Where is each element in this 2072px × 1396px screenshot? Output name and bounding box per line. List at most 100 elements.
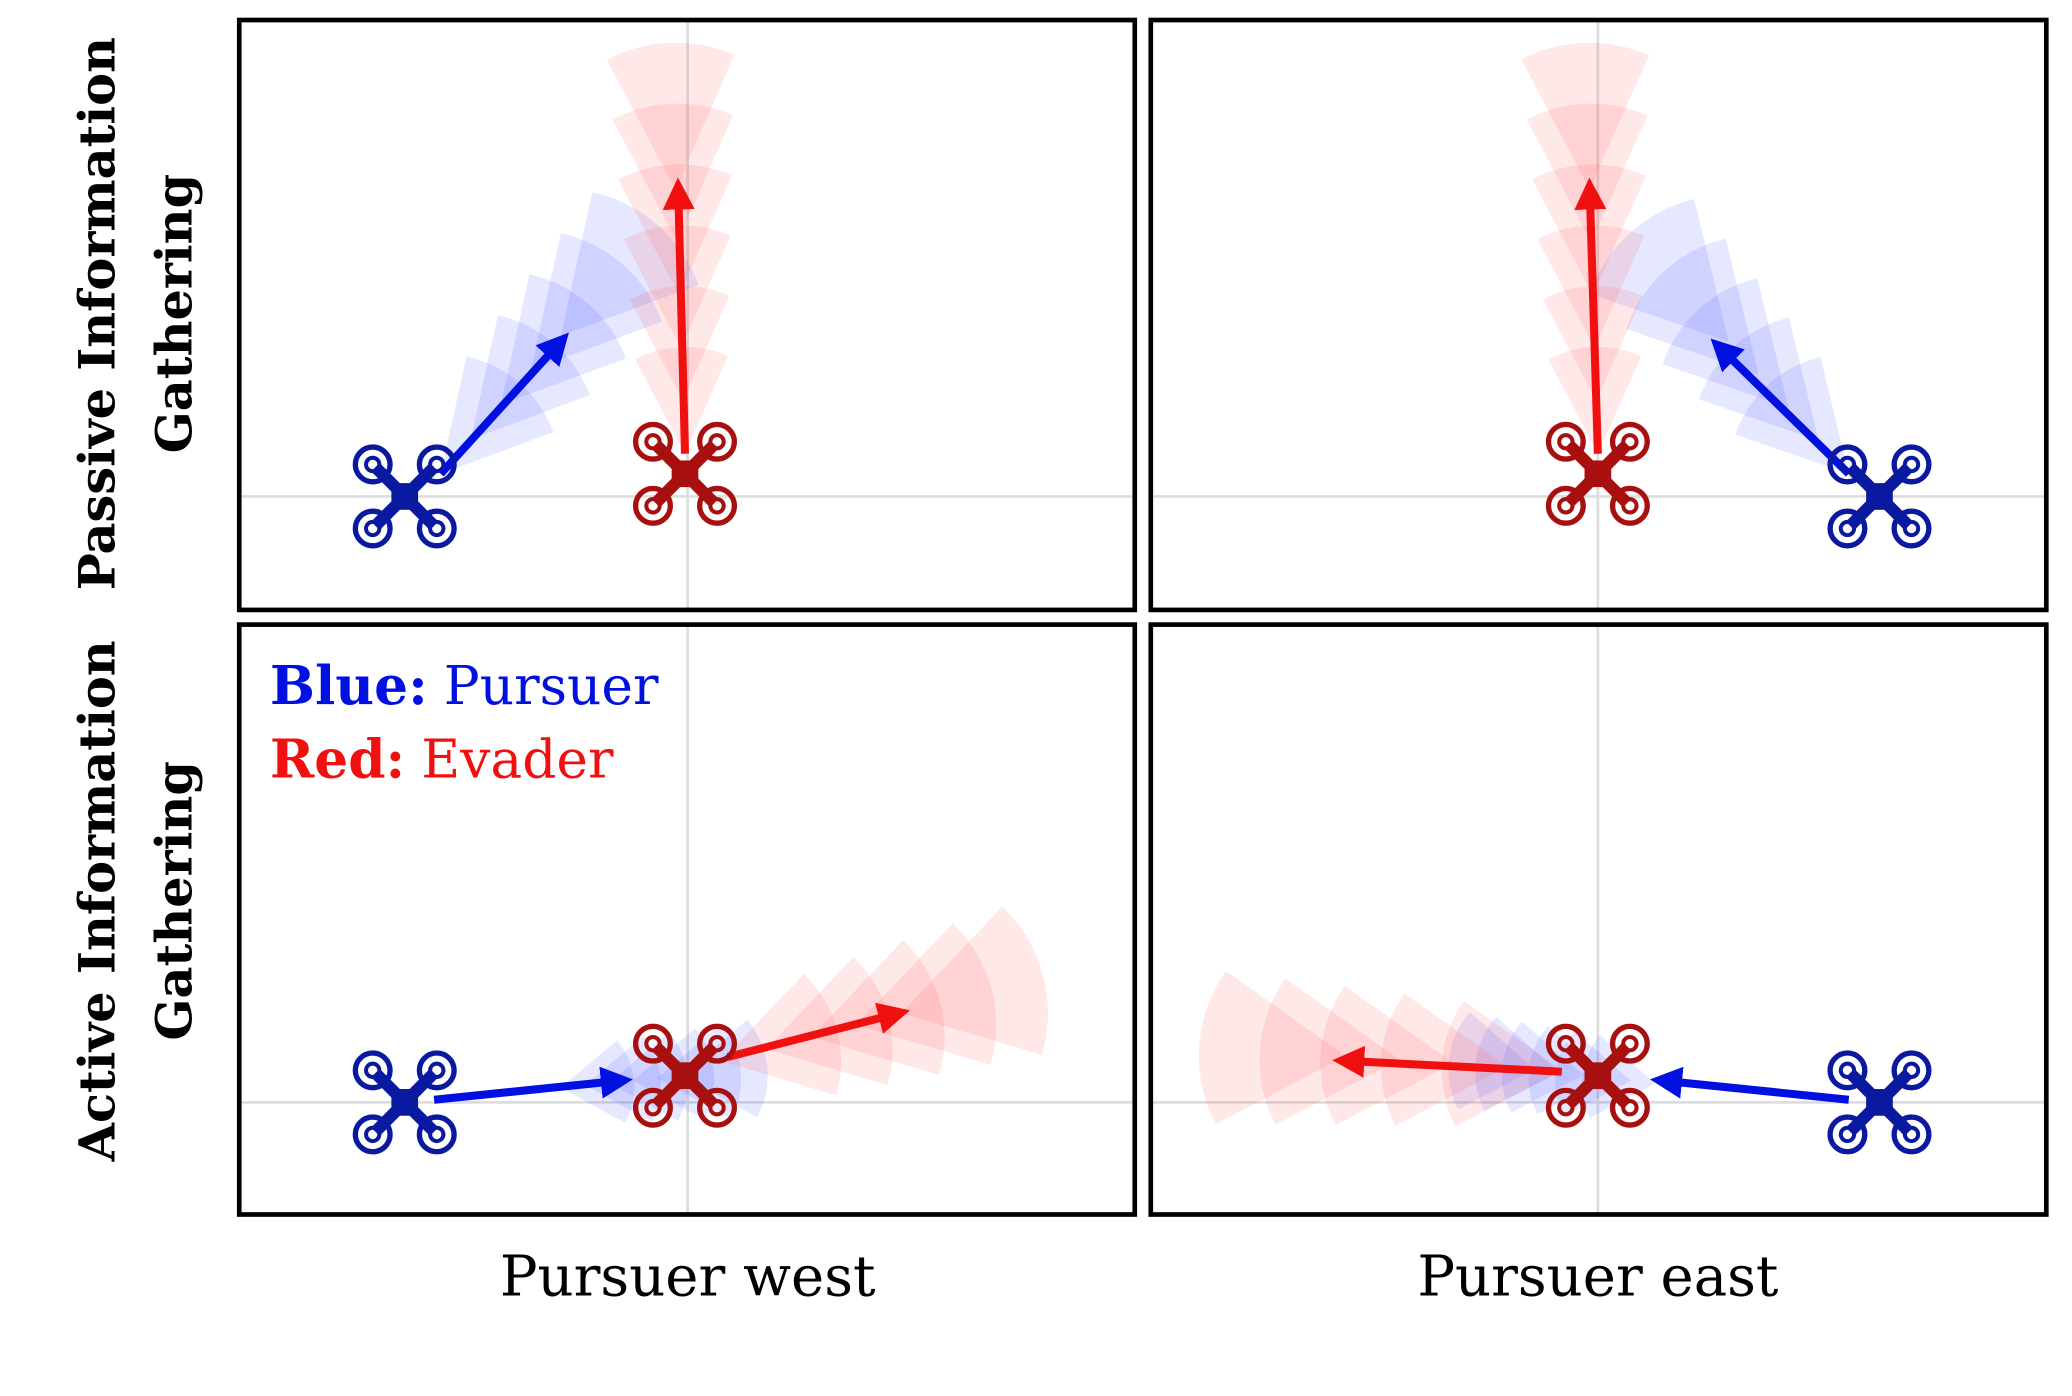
drone-rotor bbox=[1557, 1034, 1575, 1053]
drone-rotor bbox=[364, 455, 382, 474]
drone-body bbox=[1584, 460, 1612, 488]
legend-label: Evader bbox=[421, 727, 614, 790]
drone-rotor bbox=[1902, 1125, 1921, 1144]
drone-rotor bbox=[632, 1087, 673, 1128]
drone-rotor bbox=[708, 1034, 726, 1053]
drone bbox=[632, 421, 738, 526]
drone-rotor bbox=[1838, 1061, 1857, 1080]
drone bbox=[1827, 1050, 1932, 1155]
uncertainty-wedge bbox=[680, 1019, 768, 1118]
drone-rotor bbox=[632, 485, 673, 526]
drone-rotor bbox=[1621, 433, 1639, 451]
uncertainty-wedge bbox=[1441, 1000, 1562, 1127]
uncertainty-wedge bbox=[1521, 42, 1650, 190]
drone-rotor bbox=[697, 1087, 738, 1128]
uncertainty-wedge bbox=[560, 192, 699, 336]
drone-rotor bbox=[632, 1023, 673, 1064]
legend-key: Red: bbox=[270, 728, 405, 791]
panel-frame bbox=[236, 622, 1138, 1217]
drone-rotor bbox=[1902, 1061, 1921, 1080]
heading-arrow bbox=[433, 1066, 633, 1104]
uncertainty-wedge bbox=[606, 42, 735, 190]
drone-rotor bbox=[1609, 1087, 1650, 1128]
legend-key: Blue: bbox=[270, 654, 428, 717]
heading-arrow bbox=[1574, 177, 1607, 454]
drone-rotor bbox=[1838, 455, 1857, 474]
heading-arrow bbox=[726, 1002, 911, 1061]
drone bbox=[1545, 421, 1650, 526]
drone-rotor bbox=[1621, 1099, 1639, 1117]
uncertainty-wedge bbox=[1320, 985, 1454, 1126]
drone-rotor bbox=[644, 497, 662, 515]
drone-rotor bbox=[1902, 455, 1921, 474]
drone-rotor bbox=[708, 497, 726, 515]
drone-body bbox=[1866, 1089, 1893, 1116]
drone-rotor bbox=[364, 1061, 382, 1080]
drone-rotor bbox=[632, 421, 673, 462]
panel-frame bbox=[1148, 17, 2049, 613]
uncertainty-wedge bbox=[1589, 198, 1729, 342]
drone-body bbox=[671, 1062, 699, 1090]
drone-rotor bbox=[1827, 1114, 1868, 1155]
drone-rotor bbox=[416, 1050, 457, 1091]
drone-rotor bbox=[428, 1061, 446, 1080]
drone-rotor bbox=[644, 1099, 662, 1117]
drone-rotor bbox=[364, 1125, 382, 1144]
column-label: Pursuer west bbox=[500, 1245, 876, 1310]
drone-rotor bbox=[697, 421, 738, 462]
drone-rotor bbox=[1827, 444, 1868, 485]
drone-rotor bbox=[1545, 1023, 1586, 1064]
drone bbox=[632, 1023, 738, 1128]
drone-rotor bbox=[416, 444, 457, 485]
drone-rotor bbox=[697, 1023, 738, 1064]
drone-rotor bbox=[1557, 1099, 1575, 1117]
drone-rotor bbox=[352, 444, 393, 485]
panel-frame bbox=[1148, 622, 2049, 1217]
heading-arrow bbox=[1332, 1045, 1563, 1078]
drone bbox=[352, 1050, 457, 1155]
drone-rotor bbox=[644, 433, 662, 451]
drone-rotor bbox=[428, 455, 446, 474]
drone-rotor bbox=[1621, 497, 1639, 515]
uncertainty-wedge bbox=[1581, 1035, 1656, 1118]
drone bbox=[1545, 1023, 1650, 1128]
drone-rotor bbox=[1545, 421, 1586, 462]
drone-body bbox=[391, 1089, 419, 1116]
drone-rotor bbox=[1545, 1087, 1586, 1128]
legend-entry: Blue: Pursuer bbox=[270, 654, 659, 717]
drone-rotor bbox=[708, 433, 726, 451]
drone-rotor bbox=[1557, 433, 1575, 451]
heading-arrow bbox=[1710, 338, 1852, 477]
panel-frame bbox=[236, 17, 1138, 613]
drone-rotor bbox=[697, 485, 738, 526]
uncertainty-wedge bbox=[1526, 103, 1648, 243]
uncertainty-wedge bbox=[618, 164, 732, 296]
drone-rotor bbox=[1827, 508, 1868, 549]
panels bbox=[236, 17, 2049, 1217]
uncertainty-wedge bbox=[612, 103, 734, 243]
drone-rotor bbox=[1621, 1034, 1639, 1053]
drone-rotor bbox=[644, 1034, 662, 1053]
drone-rotor bbox=[352, 508, 393, 549]
uncertainty-wedge bbox=[1448, 1012, 1536, 1110]
drone-rotor bbox=[416, 1114, 457, 1155]
drone-body bbox=[1584, 1062, 1612, 1090]
drone-rotor bbox=[1609, 421, 1650, 462]
heading-arrow bbox=[662, 177, 695, 454]
drone-rotor bbox=[428, 1125, 446, 1144]
column-label: Pursuer east bbox=[1417, 1245, 1779, 1310]
drone-rotor bbox=[428, 519, 446, 538]
drone-body bbox=[1866, 483, 1893, 510]
heading-arrow bbox=[1650, 1066, 1850, 1104]
drone-rotor bbox=[1891, 1114, 1932, 1155]
drone-rotor bbox=[416, 508, 457, 549]
uncertainty-wedge bbox=[1475, 1016, 1560, 1112]
uncertainty-wedge bbox=[1198, 971, 1346, 1125]
drone-rotor bbox=[1545, 485, 1586, 526]
drone-rotor bbox=[1609, 1023, 1650, 1064]
uncertainty-wedge bbox=[721, 973, 842, 1096]
uncertainty-wedge bbox=[1259, 978, 1400, 1125]
row-label: Passive Information bbox=[68, 37, 126, 590]
uncertainty-wedge bbox=[766, 957, 893, 1086]
